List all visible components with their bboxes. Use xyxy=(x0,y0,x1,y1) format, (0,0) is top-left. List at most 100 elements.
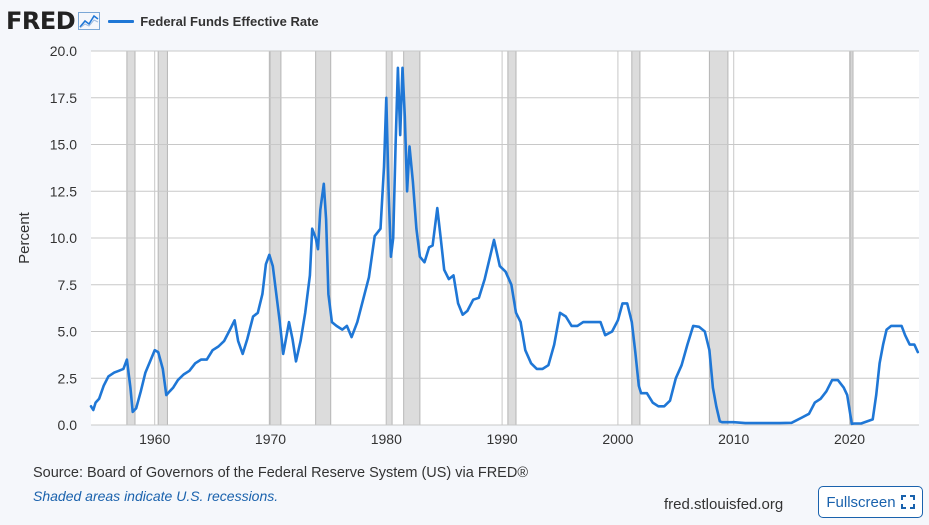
data-point xyxy=(634,351,636,353)
fred-graph-icon xyxy=(78,12,101,30)
data-point xyxy=(107,375,109,377)
data-point xyxy=(638,385,640,387)
data-point xyxy=(368,276,370,278)
y-tick-label: 17.5 xyxy=(50,90,77,106)
data-point xyxy=(621,302,624,305)
data-point xyxy=(890,325,892,327)
data-point xyxy=(257,312,259,314)
data-point xyxy=(440,237,442,239)
y-tick-label: 20.0 xyxy=(50,43,77,59)
data-point xyxy=(837,379,839,381)
data-point xyxy=(909,343,911,346)
data-point xyxy=(126,358,128,361)
data-point xyxy=(542,368,544,370)
data-point xyxy=(733,421,735,423)
data-point xyxy=(530,362,532,364)
recession-note: Shaded areas indicate U.S. recessions. xyxy=(33,488,279,504)
data-point xyxy=(356,321,358,323)
x-tick-label: 2000 xyxy=(602,431,633,447)
data-point xyxy=(604,334,606,336)
data-point xyxy=(341,329,343,331)
data-point xyxy=(831,379,833,381)
data-point xyxy=(300,340,302,342)
data-point xyxy=(452,274,455,276)
data-point xyxy=(183,373,185,376)
data-point xyxy=(295,360,297,363)
data-point xyxy=(692,325,694,327)
data-point xyxy=(663,405,665,407)
fred-url[interactable]: fred.stlouisfed.org xyxy=(664,496,784,513)
data-point xyxy=(472,299,474,301)
fullscreen-icon xyxy=(900,495,915,509)
data-point xyxy=(217,345,219,348)
data-point xyxy=(843,387,845,389)
fred-logo[interactable]: FRED xyxy=(6,7,76,35)
data-point xyxy=(901,325,903,327)
data-point xyxy=(261,293,263,295)
data-point xyxy=(129,387,131,389)
data-point xyxy=(895,325,897,327)
data-point xyxy=(617,319,619,321)
data-point xyxy=(331,321,333,323)
data-point xyxy=(279,321,281,323)
data-point xyxy=(570,325,573,327)
data-point xyxy=(559,312,561,314)
data-point xyxy=(885,329,888,331)
data-point xyxy=(242,353,244,355)
data-point xyxy=(594,321,596,323)
series-layer xyxy=(89,66,920,426)
data-point xyxy=(484,278,486,280)
data-point xyxy=(252,315,254,318)
data-point xyxy=(272,265,274,267)
x-tick-label: 2010 xyxy=(718,431,749,447)
data-point xyxy=(246,338,248,340)
data-point xyxy=(466,310,468,312)
data-point xyxy=(640,392,642,394)
source-text: Source: Board of Governors of the Federa… xyxy=(33,465,529,481)
data-point xyxy=(825,390,827,392)
data-point xyxy=(323,183,325,185)
data-point xyxy=(611,330,613,333)
data-point xyxy=(779,422,781,424)
line-chart: 0.0 2.5 5.0 7.5 10.0 12.5 15.0 17.5 20.0 1960 197… xyxy=(16,43,920,447)
data-point xyxy=(457,302,459,305)
data-point xyxy=(284,340,287,342)
data-point xyxy=(165,394,167,396)
data-point xyxy=(362,299,364,301)
data-point xyxy=(493,239,495,241)
data-point xyxy=(767,422,770,424)
data-point xyxy=(879,362,881,364)
data-point xyxy=(335,325,338,327)
data-point xyxy=(423,261,426,263)
data-point xyxy=(686,343,688,346)
data-point xyxy=(588,321,590,323)
data-point xyxy=(415,228,418,230)
data-point xyxy=(404,115,406,118)
data-point xyxy=(704,330,706,333)
data-point xyxy=(95,401,97,404)
data-point xyxy=(872,418,874,420)
data-point xyxy=(268,254,270,256)
data-point xyxy=(327,293,329,295)
data-point xyxy=(282,353,284,355)
chart-header: FRED Federal Funds Effective Rate xyxy=(6,6,319,36)
x-tick-label: 1960 xyxy=(139,431,170,447)
data-point xyxy=(291,338,294,340)
y-tick-label: 2.5 xyxy=(58,370,78,386)
data-point xyxy=(432,244,434,247)
data-point xyxy=(646,392,648,394)
data-point xyxy=(149,360,151,363)
data-point xyxy=(412,181,414,183)
data-point xyxy=(346,325,348,327)
data-point xyxy=(675,377,677,379)
data-point xyxy=(715,405,717,407)
data-point xyxy=(169,390,171,392)
fullscreen-button[interactable]: Fullscreen xyxy=(818,486,923,518)
data-point xyxy=(744,422,746,424)
data-point xyxy=(388,190,390,192)
fullscreen-label: Fullscreen xyxy=(826,493,896,511)
data-point xyxy=(499,265,501,267)
data-point xyxy=(478,297,480,299)
data-point xyxy=(211,349,214,351)
data-point xyxy=(626,302,628,305)
